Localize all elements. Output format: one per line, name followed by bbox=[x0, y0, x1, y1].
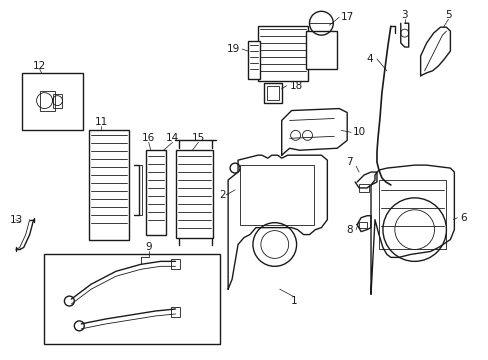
Bar bbox=[175, 150, 213, 238]
Text: 16: 16 bbox=[142, 133, 155, 143]
Text: 15: 15 bbox=[191, 133, 204, 143]
Bar bbox=[170, 307, 180, 317]
Bar bbox=[247, 41, 259, 79]
Text: 14: 14 bbox=[165, 133, 179, 143]
Bar bbox=[53, 94, 62, 108]
Text: 3: 3 bbox=[401, 10, 407, 20]
Bar bbox=[358, 184, 368, 192]
Bar bbox=[21, 73, 83, 130]
Bar bbox=[170, 260, 180, 269]
Bar bbox=[358, 222, 366, 228]
Text: 7: 7 bbox=[346, 157, 352, 167]
Bar bbox=[257, 26, 307, 81]
Text: 18: 18 bbox=[289, 81, 302, 91]
Bar bbox=[240, 165, 314, 225]
Text: 4: 4 bbox=[366, 54, 372, 64]
Bar bbox=[266, 86, 278, 100]
Text: 19: 19 bbox=[226, 44, 240, 54]
Bar bbox=[305, 31, 337, 69]
Text: 10: 10 bbox=[352, 127, 366, 138]
Bar bbox=[378, 180, 446, 249]
Text: 6: 6 bbox=[459, 213, 466, 223]
Text: 17: 17 bbox=[341, 12, 354, 22]
Bar bbox=[40, 91, 55, 111]
Text: 11: 11 bbox=[94, 117, 107, 127]
Text: 13: 13 bbox=[10, 215, 23, 225]
Text: 2: 2 bbox=[219, 190, 225, 200]
Bar bbox=[43, 255, 220, 344]
Text: 9: 9 bbox=[145, 243, 152, 252]
Bar bbox=[89, 130, 129, 239]
Text: 5: 5 bbox=[444, 10, 451, 20]
Text: 12: 12 bbox=[33, 61, 46, 71]
Bar bbox=[145, 150, 165, 235]
Text: 1: 1 bbox=[291, 296, 297, 306]
Text: 8: 8 bbox=[346, 225, 352, 235]
Bar bbox=[264, 83, 281, 103]
